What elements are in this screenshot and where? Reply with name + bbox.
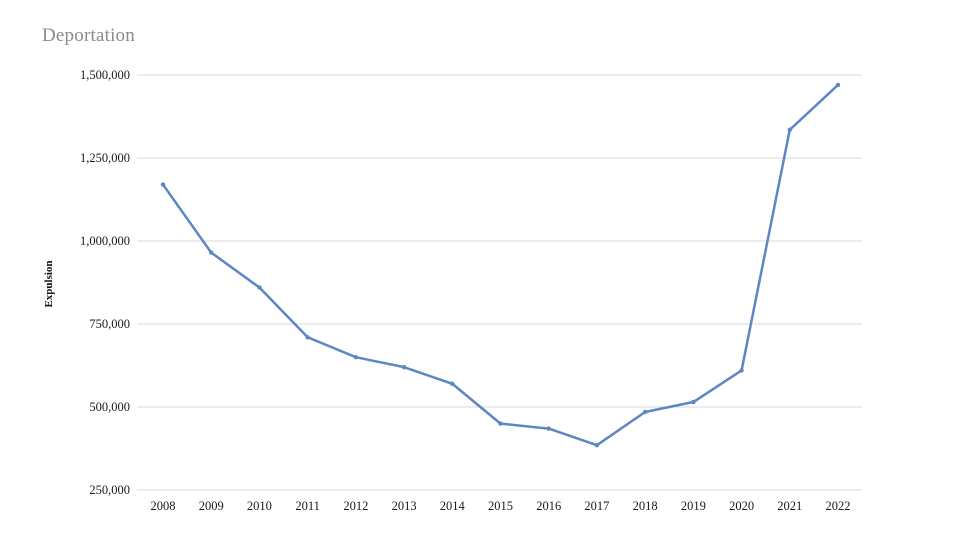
x-tick-label: 2020 bbox=[729, 499, 754, 513]
x-tick-label: 2008 bbox=[151, 499, 176, 513]
x-tick-label: 2022 bbox=[826, 499, 851, 513]
data-point bbox=[160, 182, 166, 187]
deportation-line bbox=[161, 83, 840, 447]
y-tick-label: 1,250,000 bbox=[80, 151, 130, 165]
x-tick-label: 2018 bbox=[633, 499, 658, 513]
data-point bbox=[642, 409, 648, 415]
data-point bbox=[739, 368, 744, 373]
x-tick-label: 2012 bbox=[343, 499, 368, 513]
x-tick-label: 2019 bbox=[681, 499, 706, 513]
x-tick-label: 2015 bbox=[488, 499, 513, 513]
x-tick-label: 2017 bbox=[584, 499, 609, 513]
x-tick-label: 2021 bbox=[777, 499, 802, 513]
y-tick-label: 1,000,000 bbox=[80, 234, 130, 248]
data-point bbox=[401, 364, 407, 370]
x-tick-label: 2010 bbox=[247, 499, 272, 513]
x-tick-label: 2013 bbox=[392, 499, 417, 513]
data-point bbox=[498, 421, 503, 426]
data-point bbox=[787, 127, 792, 132]
y-tick-label: 250,000 bbox=[89, 483, 130, 497]
data-point bbox=[546, 426, 551, 431]
y-tick-label: 500,000 bbox=[89, 400, 130, 414]
data-point bbox=[594, 442, 600, 448]
data-point bbox=[257, 285, 262, 290]
chart-title: Deportation bbox=[42, 25, 135, 46]
data-point bbox=[353, 355, 359, 360]
x-tick-label: 2011 bbox=[295, 499, 320, 513]
y-tick-label: 1,500,000 bbox=[80, 68, 130, 82]
x-tick-label: 2009 bbox=[199, 499, 224, 513]
data-point bbox=[305, 335, 310, 340]
data-point bbox=[691, 399, 696, 405]
x-tick-label: 2016 bbox=[536, 499, 561, 513]
data-point bbox=[450, 381, 455, 386]
data-point bbox=[835, 82, 841, 88]
data-point bbox=[209, 250, 214, 255]
y-tick-label: 750,000 bbox=[89, 317, 130, 331]
x-tick-label: 2014 bbox=[440, 499, 466, 513]
